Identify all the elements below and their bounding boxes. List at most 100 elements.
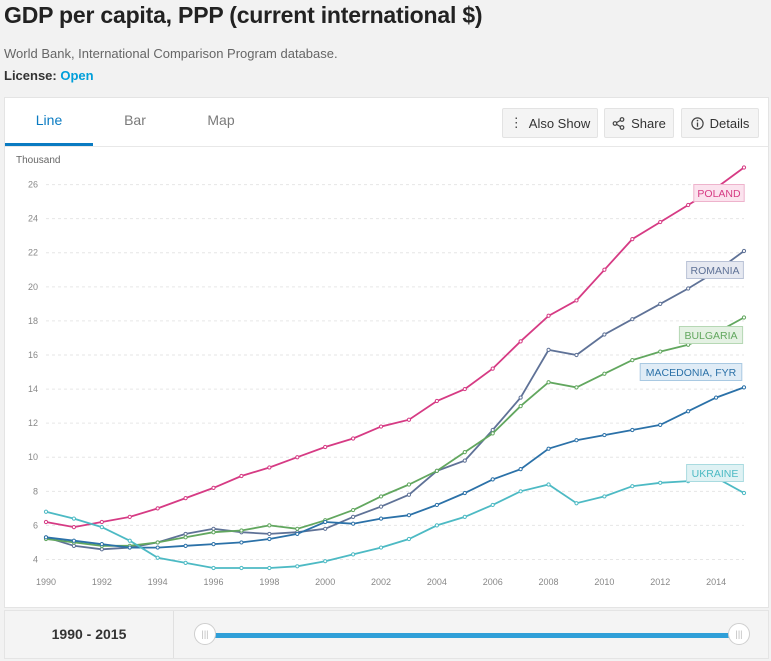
view-tabs: Line Bar Map ⋮ Also Show Share Details [5,98,768,147]
data-point [406,482,412,487]
data-point [155,545,160,550]
more-vertical-icon: ⋮ [509,115,523,130]
data-point [602,494,607,499]
x-tick-label: 2012 [650,577,670,587]
also-show-button[interactable]: ⋮ Also Show [502,108,598,138]
series-label: POLAND [697,188,741,200]
tab-bar[interactable]: Bar [124,112,146,128]
data-point [323,444,328,450]
data-point [546,380,551,385]
data-point [546,482,551,487]
y-tick-label: 4 [33,554,38,564]
range-start-handle[interactable]: ||| [194,623,216,645]
data-point [378,545,384,550]
data-point [295,455,300,460]
data-point [127,545,132,550]
data-point [183,535,188,540]
data-point [323,519,328,525]
series-line [45,166,745,529]
data-point [686,202,691,208]
series-label-box [686,261,744,279]
data-point [43,519,49,525]
data-point [630,357,635,363]
x-tick-label: 1996 [204,577,224,587]
data-point [546,446,551,451]
license-link[interactable]: Open [60,68,94,83]
source-text: World Bank, International Comparison Pro… [4,46,338,61]
data-point [183,543,188,548]
also-show-label: Also Show [528,115,591,131]
series-line [45,476,745,569]
data-point [323,526,328,531]
range-end-handle[interactable]: ||| [728,623,750,645]
data-point [378,494,384,499]
license: License: Open [4,68,94,83]
data-point [518,489,523,494]
data-point [71,525,77,530]
data-point [43,535,49,540]
data-point [267,531,272,537]
series-label: MACEDONIA, FYR [646,367,737,379]
data-point [351,507,356,513]
data-point [406,492,412,497]
series-bulgaria: BULGARIA [43,315,747,548]
series-ukraine: UKRAINE [43,464,747,571]
data-point [462,514,467,519]
tab-map[interactable]: Map [207,112,235,128]
data-point [434,468,439,473]
data-point [43,509,49,514]
data-point [490,502,495,508]
range-footer: 1990 - 2015 ||| ||| [4,610,769,659]
series-label-box [686,464,744,482]
data-point [99,542,104,547]
data-point [602,432,607,438]
y-tick-label: 12 [28,418,38,428]
details-label: Details [709,115,750,131]
series-macedonia-fyr: MACEDONIA, FYR [43,363,747,550]
data-point [462,386,467,392]
range-slider-track[interactable] [205,633,739,638]
x-tick-label: 1990 [36,577,56,587]
line-chart: Thousand 4 6 8 10 12 14 16 18 20 22 24 26 1990 1992 199… [16,155,747,587]
share-button[interactable]: Share [604,108,674,138]
data-point [741,165,747,170]
data-point [686,409,691,414]
data-point [239,565,244,571]
data-point [574,438,579,443]
data-point [211,526,216,531]
y-tick-label: 22 [28,248,38,258]
data-point [155,540,160,545]
data-point [434,502,439,508]
x-tick-label: 2008 [539,577,559,587]
data-point [155,555,160,560]
share-label: Share [631,115,666,131]
data-point [518,467,523,472]
data-point [741,385,747,390]
data-point [462,490,467,496]
share-icon [612,116,625,130]
data-point [462,458,467,463]
y-tick-label: 6 [33,520,38,530]
data-point [406,417,412,422]
data-point [630,236,635,242]
details-button[interactable]: Details [681,108,759,138]
data-point [127,514,132,519]
data-point [630,484,635,489]
series-label-box [639,363,743,381]
x-tick-label: 2010 [594,577,614,587]
y-tick-label: 8 [33,486,38,496]
data-point [574,501,579,506]
series-label-box [678,326,744,344]
y-tick-label: 20 [28,282,38,292]
data-point [434,398,439,404]
data-point [295,531,300,537]
data-point [630,317,635,322]
data-point [518,339,523,344]
data-point [741,248,747,254]
tab-line[interactable]: Line [5,98,93,146]
data-point [99,525,104,530]
data-point [239,473,244,479]
data-point [658,349,663,354]
y-tick-label: 24 [28,214,38,224]
data-point [378,424,384,429]
